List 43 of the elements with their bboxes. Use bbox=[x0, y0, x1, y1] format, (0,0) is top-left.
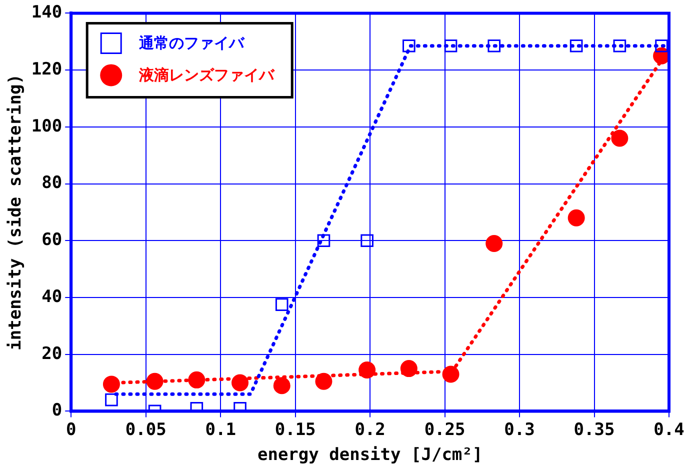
point bbox=[613, 39, 626, 52]
y-tick-label: 80 bbox=[42, 173, 62, 194]
point bbox=[611, 130, 628, 147]
y-tick-label: 100 bbox=[31, 116, 62, 136]
x-tick-label: 0.15 bbox=[274, 420, 316, 440]
point bbox=[360, 234, 374, 248]
x-tick-label: 0.05 bbox=[125, 420, 166, 440]
y-tick-label: 60 bbox=[42, 230, 62, 250]
x-tick-label: 0.3 bbox=[504, 420, 535, 440]
y-axis-title: intensity (side scattering) bbox=[6, 74, 26, 350]
x-tick-label: 0.25 bbox=[424, 420, 466, 440]
point bbox=[188, 371, 206, 388]
point bbox=[275, 298, 288, 311]
point bbox=[444, 39, 458, 52]
point bbox=[273, 377, 290, 394]
x-tick-label: 0.4 bbox=[654, 420, 684, 440]
point bbox=[570, 39, 583, 52]
legend-label: 通常のファイバ bbox=[138, 34, 246, 52]
point bbox=[488, 39, 501, 52]
point bbox=[402, 39, 416, 52]
point bbox=[102, 376, 120, 393]
x-tick-label: 0.1 bbox=[205, 420, 236, 440]
y-tick-label: 40 bbox=[42, 286, 62, 307]
point bbox=[232, 374, 249, 392]
y-tick-label: 0 bbox=[52, 400, 62, 421]
point bbox=[400, 360, 418, 378]
point bbox=[442, 366, 460, 383]
legend-label: 液滴レンズファイバ bbox=[138, 66, 276, 84]
point bbox=[315, 372, 332, 390]
x-axis-title: energy density [J/cm²] bbox=[257, 445, 483, 466]
x-tick-label: 0.35 bbox=[574, 420, 615, 440]
point bbox=[105, 393, 118, 406]
point bbox=[358, 361, 376, 378]
y-tick-label: 120 bbox=[31, 59, 62, 80]
point bbox=[568, 209, 585, 226]
point bbox=[317, 234, 330, 248]
y-tick-label: 20 bbox=[42, 344, 62, 364]
x-tick-label: 0 bbox=[66, 420, 76, 440]
x-tick-label: 0.2 bbox=[354, 420, 386, 440]
point bbox=[486, 234, 503, 252]
point bbox=[655, 39, 668, 52]
y-tick-label: 140 bbox=[31, 2, 62, 23]
point bbox=[146, 372, 164, 390]
